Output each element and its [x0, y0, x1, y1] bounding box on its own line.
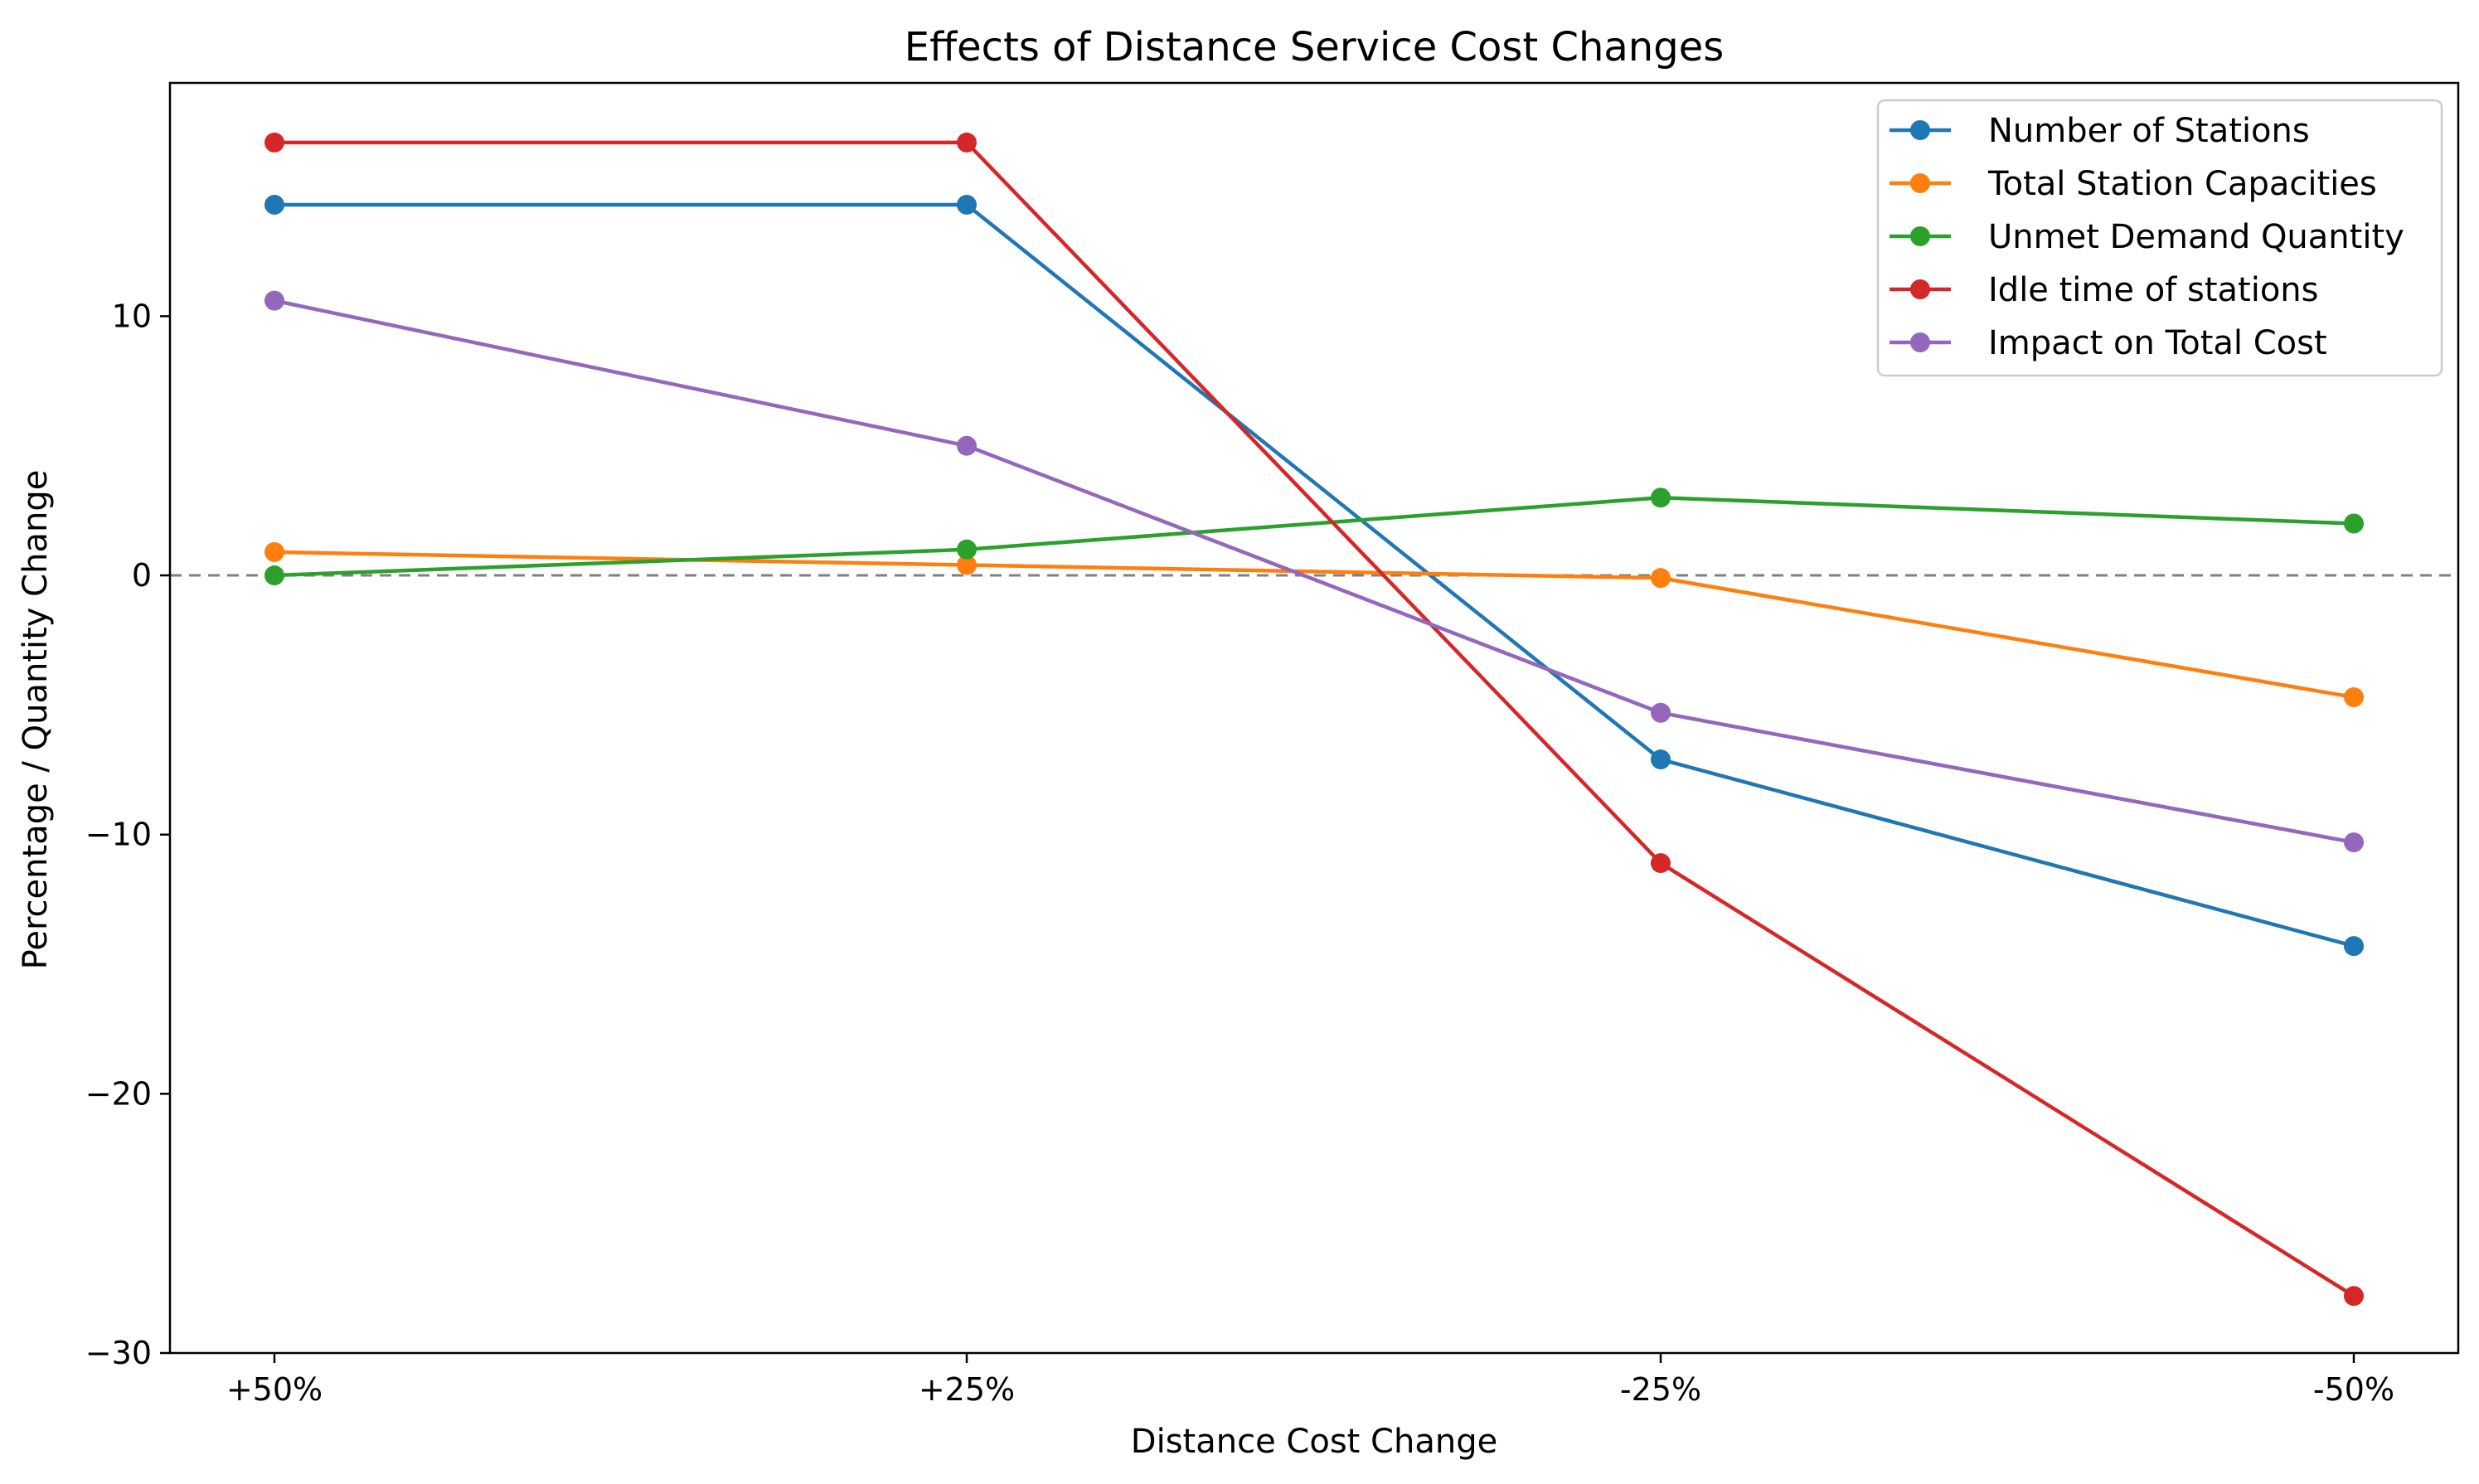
y-tick-label: 0: [132, 557, 152, 594]
legend-box: [1876, 99, 2443, 377]
series-line-5: [274, 298, 2355, 845]
legend: Number of Stations Total Station Capaciti…: [1876, 99, 2443, 377]
legend-swatch-marker: [1910, 173, 1930, 193]
data-point-series-1: [264, 194, 284, 215]
x-tick-label: +50%: [226, 1371, 323, 1408]
plot-area: 10 0 −10 −20 −30 +50% +25% -25% -50%: [85, 81, 2460, 1408]
data-point-series-5: [264, 290, 284, 311]
series-line-4: [274, 140, 2355, 1298]
series-line-1: [274, 202, 2355, 948]
plot-frame: [168, 81, 2460, 1355]
data-point-series-4: [264, 132, 284, 153]
y-axis-label: Percentage / Quantity Change: [17, 470, 55, 970]
data-point-series-2: [264, 541, 284, 562]
data-point-series-4: [2344, 1286, 2364, 1307]
data-point-series-2: [2344, 686, 2364, 707]
data-point-series-2: [1651, 568, 1671, 589]
data-point-series-1: [1651, 749, 1671, 770]
legend-swatch-marker: [1910, 332, 1930, 352]
data-point-series-2: [957, 555, 977, 575]
legend-label: Impact on Total Cost: [1988, 324, 2327, 362]
data-point-series-1: [957, 194, 977, 215]
series-line-3: [274, 495, 2355, 578]
legend-swatch-marker: [1910, 120, 1930, 140]
data-point-series-3: [2344, 513, 2364, 534]
legend-label: Unmet Demand Quantity: [1988, 218, 2404, 256]
y-tick-label: −10: [85, 817, 152, 853]
legend-label: Idle time of stations: [1988, 271, 2318, 309]
legend-swatch-marker: [1910, 279, 1930, 299]
data-point-series-4: [957, 132, 977, 153]
data-point-series-5: [1651, 702, 1671, 723]
legend-swatch-marker: [1910, 226, 1930, 246]
data-point-series-4: [1651, 853, 1671, 874]
x-tick-label: -25%: [1620, 1371, 1701, 1408]
series-line-2: [274, 550, 2355, 700]
data-point-series-3: [1651, 487, 1671, 508]
data-point-series-5: [957, 435, 977, 456]
data-point-series-3: [957, 539, 977, 560]
data-point-series-1: [2344, 936, 2364, 957]
y-tick-label: −30: [85, 1335, 152, 1371]
y-tick-label: 10: [112, 298, 152, 334]
x-tick-label: -50%: [2313, 1371, 2394, 1408]
x-axis-label: Distance Cost Change: [1131, 1423, 1497, 1461]
legend-label: Number of Stations: [1988, 112, 2310, 150]
legend-label: Total Station Capacities: [1987, 165, 2377, 203]
x-tick-label: +25%: [919, 1371, 1015, 1408]
data-point-series-5: [2344, 832, 2364, 853]
data-point-series-3: [264, 565, 284, 586]
chart-title: Effects of Distance Service Cost Changes: [905, 24, 1724, 70]
y-tick-label: −20: [85, 1075, 152, 1112]
